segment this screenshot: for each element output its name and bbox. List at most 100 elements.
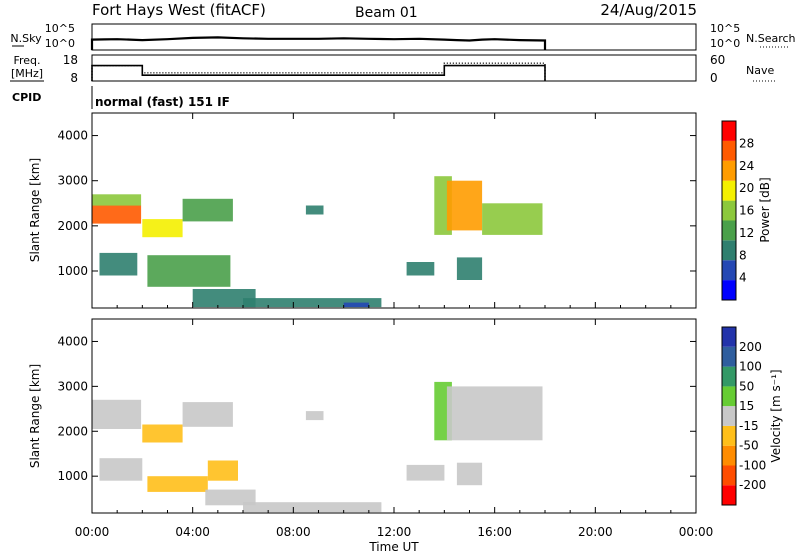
noise-left-tick-bottom: 10^0 (45, 37, 75, 50)
beam-label: Beam 01 (355, 5, 418, 21)
freq-right-tick-bottom: 0 (710, 71, 718, 85)
data-region-14 (456, 257, 483, 280)
data-region-6 (205, 489, 256, 506)
noise-panel: N.Sky 10^5 10^0 10^5 10^0 N.Search (10, 22, 796, 51)
power-ylabel: Slant Range [km] (28, 158, 42, 262)
colorbar-segment-1 (722, 260, 736, 281)
station-title: Fort Hays West (fitACF) (92, 1, 266, 19)
colorbar-tick-6: 100 (739, 360, 762, 374)
x-tick-label-4: 16:00 (477, 525, 512, 539)
colorbar-tick-3: -15 (739, 419, 759, 433)
colorbar-tick-6: 28 (739, 136, 754, 150)
nsearch-label: N.Search (746, 32, 796, 45)
colorbar-segment-7 (722, 140, 736, 161)
power-colorbar-label: Power [dB] (758, 177, 772, 242)
power-y-axis: 1000 2000 3000 4000 (57, 129, 696, 278)
power-colorbar: 4 8 12 16 20 24 28 (721, 120, 754, 301)
colorbar-tick-4: 15 (739, 399, 754, 413)
x-tick-label-6: 00:00 (679, 525, 714, 539)
y-tick-label-2: 3000 (57, 174, 88, 188)
freq-left-tick-bottom: 8 (70, 71, 78, 85)
x-tick-label-3: 12:00 (377, 525, 412, 539)
date-label: 24/Aug/2015 (600, 1, 697, 19)
cpid-label: CPID (12, 91, 41, 104)
nave-series-line (91, 62, 546, 81)
colorbar-segment-5 (722, 180, 736, 201)
data-region-1 (92, 194, 142, 206)
data-region-7 (243, 298, 382, 308)
velocity-panel: Slant Range [km] 1000 2000 3000 4000 -200 -1… (28, 318, 783, 514)
cpid-text: normal (fast) 151 IF (95, 95, 230, 109)
colorbar-tick-1: 8 (739, 248, 747, 262)
colorbar-segment-5 (722, 386, 736, 407)
y-tick-label-1: 2000 (57, 424, 88, 438)
power-panel: Slant Range [km] 1000 2000 3000 4000 4 8 12 16… (28, 112, 772, 309)
colorbar-tick-2: -50 (739, 439, 759, 453)
y-tick-label-0: 1000 (57, 469, 88, 483)
x-axis-label: Time UT (368, 540, 419, 554)
colorbar-tick-0: -200 (739, 478, 766, 492)
nsky-label: N.Sky (10, 32, 42, 45)
x-tick-label-5: 20:00 (578, 525, 613, 539)
colorbar-segment-0 (722, 485, 736, 505)
velocity-data (92, 381, 543, 513)
colorbar-tick-1: -100 (739, 458, 766, 472)
noise-series-line (90, 36, 547, 50)
colorbar-segment-7 (722, 346, 736, 367)
colorbar-tick-5: 24 (739, 159, 754, 173)
y-tick-label-0: 1000 (57, 264, 88, 278)
data-region-12 (456, 462, 483, 486)
data-region-11 (446, 386, 543, 441)
colorbar-segment-8 (722, 121, 736, 141)
colorbar-tick-7: 200 (739, 340, 762, 354)
colorbar-tick-0: 4 (739, 271, 747, 285)
x-tick-label-0: 00:00 (75, 525, 110, 539)
colorbar-frame (721, 326, 737, 506)
data-region-2 (142, 219, 183, 238)
y-tick-label-2: 3000 (57, 379, 88, 393)
colorbar-tick-4: 20 (739, 181, 754, 195)
freq-left-tick-top: 18 (63, 53, 78, 67)
data-region-0 (92, 205, 142, 224)
data-region-4 (99, 252, 138, 276)
data-region-10 (406, 464, 445, 481)
colorbar-segment-3 (722, 220, 736, 241)
data-region-9 (343, 302, 369, 308)
data-region-4 (147, 476, 208, 492)
data-region-12 (446, 180, 483, 231)
freq-label-line1: Freq. (13, 54, 40, 67)
x-tick-label-2: 08:00 (276, 525, 311, 539)
colorbar-segment-6 (722, 160, 736, 181)
noise-right-tick-top: 10^5 (710, 22, 740, 35)
colorbar-segment-4 (722, 200, 736, 221)
data-region-7 (243, 502, 382, 513)
colorbar-tick-5: 50 (739, 379, 754, 393)
freq-right-tick-top: 60 (710, 53, 725, 67)
time-x-axis: 00:00 04:00 08:00 12:00 16:00 20:00 00:00 (75, 113, 714, 539)
y-tick-label-3: 4000 (57, 334, 88, 348)
freq-label-line2: [MHz] (11, 67, 43, 80)
velocity-y-axis: 1000 2000 3000 4000 (57, 334, 696, 483)
colorbar-segment-4 (722, 406, 736, 426)
noise-right-tick-bottom: 10^0 (710, 37, 740, 50)
colorbar-segment-2 (722, 445, 736, 466)
data-region-3 (99, 458, 143, 481)
data-region-13 (482, 203, 543, 235)
colorbar-segment-8 (722, 327, 736, 347)
colorbar-segment-0 (722, 280, 736, 300)
data-region-3 (182, 198, 233, 222)
colorbar-segment-2 (722, 240, 736, 261)
data-region-6 (192, 289, 256, 308)
colorbar-segment-3 (722, 425, 736, 446)
data-region-2 (182, 402, 233, 427)
data-region-0 (92, 399, 142, 429)
colorbar-segment-1 (722, 465, 736, 486)
data-region-11 (406, 262, 435, 276)
frequency-panel: Freq. [MHz] 18 8 60 0 Nave (10, 53, 775, 85)
nave-label: Nave (746, 64, 774, 77)
data-region-5 (147, 255, 231, 287)
colorbar-tick-2: 12 (739, 226, 754, 240)
x-tick-label-1: 04:00 (175, 525, 210, 539)
colorbar-segment-6 (722, 366, 736, 387)
